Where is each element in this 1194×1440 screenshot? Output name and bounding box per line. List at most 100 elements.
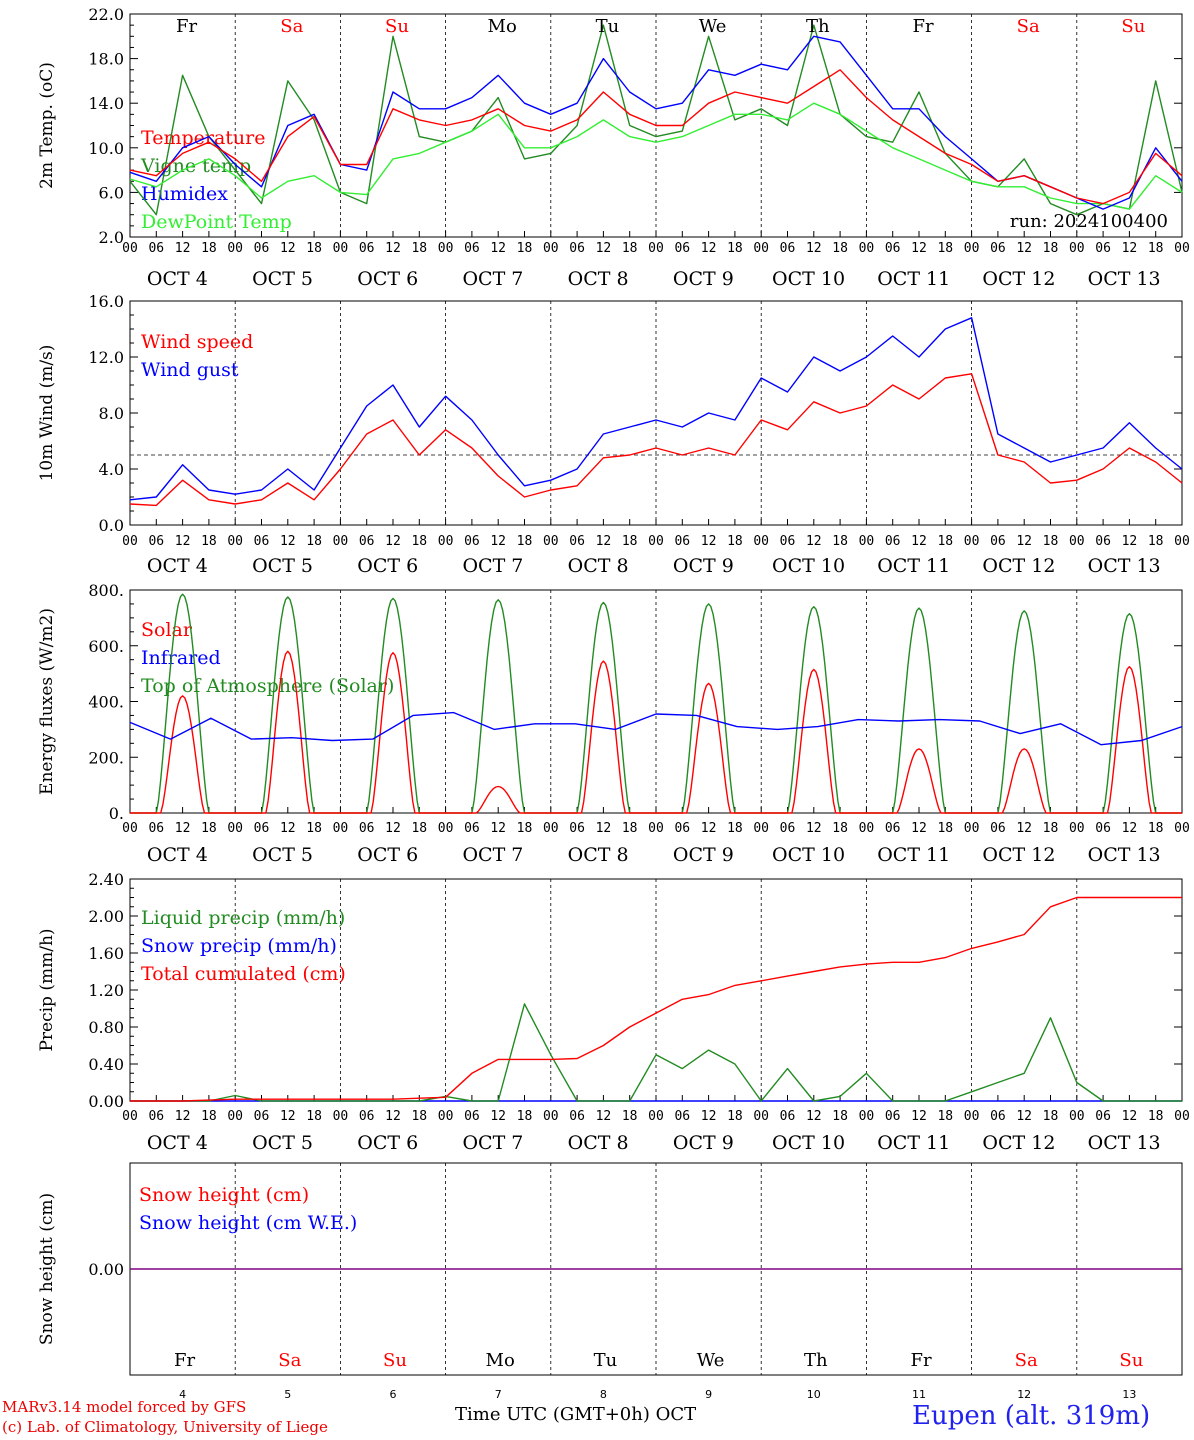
hour-tick-label: 18 — [937, 1109, 953, 1124]
hour-tick-label: 18 — [622, 241, 638, 256]
hour-tick-label: 18 — [937, 241, 953, 256]
panel-frame — [129, 300, 1183, 526]
hour-tick-label: 18 — [517, 1109, 533, 1124]
hour-tick-label: 12 — [385, 534, 401, 549]
y-axis-label: 10m Wind (m/s) — [37, 345, 57, 482]
hour-tick-label: 12 — [596, 821, 612, 836]
day-name: Sa — [1015, 1350, 1038, 1371]
hour-tick-label: 12 — [596, 1109, 612, 1124]
hour-tick-label: 18 — [306, 241, 322, 256]
hour-tick-label: 18 — [1043, 1109, 1059, 1124]
hour-tick-label: 06 — [569, 241, 585, 256]
hour-tick-label: 12 — [175, 241, 191, 256]
date-label: OCT 7 — [462, 844, 523, 866]
y-tick-label: 0.80 — [88, 1018, 124, 1037]
y-tick-label: 8.0 — [99, 404, 124, 423]
y-tick-label: 2.40 — [88, 870, 124, 889]
hour-tick-label: 18 — [1148, 241, 1164, 256]
hour-tick-label: 00 — [648, 534, 664, 549]
hour-tick-label: 18 — [832, 1109, 848, 1124]
day-name: Tu — [596, 16, 620, 37]
hour-tick-label: 06 — [674, 821, 690, 836]
hour-tick-label: 00 — [1174, 1109, 1190, 1124]
y-axis-label: 2m Temp. (oC) — [37, 62, 57, 189]
hour-tick-label: 00 — [543, 821, 559, 836]
date-label: OCT 9 — [673, 1132, 734, 1154]
hour-tick-label: 06 — [885, 241, 901, 256]
hour-tick-label: 06 — [148, 534, 164, 549]
hour-tick-label: 12 — [806, 1109, 822, 1124]
hour-tick-label: 00 — [227, 1109, 243, 1124]
legend-entry: Solar — [141, 619, 193, 641]
hour-tick-label: 06 — [1095, 241, 1111, 256]
day-number: 5 — [284, 1388, 291, 1401]
hour-tick-label: 18 — [306, 534, 322, 549]
temp-series-line — [129, 69, 1183, 205]
hour-tick-label: 06 — [885, 534, 901, 549]
hour-tick-label: 18 — [1043, 241, 1059, 256]
hour-tick-label: 18 — [411, 821, 427, 836]
date-label: OCT 5 — [252, 555, 313, 577]
hour-tick-label: 12 — [1122, 821, 1138, 836]
hour-tick-label: 06 — [254, 1109, 270, 1124]
hour-tick-label: 12 — [1016, 821, 1032, 836]
date-label: OCT 9 — [673, 844, 734, 866]
hour-tick-label: 12 — [490, 534, 506, 549]
hour-tick-label: 00 — [333, 534, 349, 549]
hour-tick-label: 12 — [280, 821, 296, 836]
date-label: OCT 12 — [982, 844, 1055, 866]
hour-tick-label: 06 — [464, 241, 480, 256]
legend-entry: Vigne temp — [140, 155, 251, 177]
day-name: Fr — [176, 16, 197, 37]
date-label: OCT 8 — [568, 1132, 629, 1154]
hour-tick-label: 12 — [701, 1109, 717, 1124]
hour-tick-label: 06 — [569, 1109, 585, 1124]
hour-tick-label: 12 — [596, 534, 612, 549]
hour-tick-label: 18 — [411, 241, 427, 256]
hour-tick-label: 12 — [596, 241, 612, 256]
hour-tick-label: 06 — [464, 534, 480, 549]
day-number: 10 — [807, 1388, 821, 1401]
hour-tick-label: 18 — [517, 821, 533, 836]
hour-tick-label: 18 — [937, 534, 953, 549]
hour-tick-label: 06 — [990, 821, 1006, 836]
hour-tick-label: 00 — [1174, 241, 1190, 256]
hour-tick-label: 00 — [1174, 534, 1190, 549]
hour-tick-label: 00 — [753, 821, 769, 836]
day-name: Th — [806, 16, 830, 37]
hour-tick-label: 18 — [727, 1109, 743, 1124]
x-axis-title: Time UTC (GMT+0h) OCT — [455, 1404, 697, 1425]
hour-tick-label: 12 — [175, 534, 191, 549]
hour-tick-label: 12 — [1016, 1109, 1032, 1124]
hour-tick-label: 06 — [1095, 821, 1111, 836]
hour-tick-label: 18 — [306, 821, 322, 836]
hour-tick-label: 00 — [227, 821, 243, 836]
hour-tick-label: 00 — [333, 821, 349, 836]
hour-tick-label: 06 — [1095, 1109, 1111, 1124]
hour-tick-label: 12 — [385, 1109, 401, 1124]
day-name: Su — [385, 16, 409, 37]
hour-tick-label: 18 — [1043, 821, 1059, 836]
hour-tick-label: 06 — [254, 241, 270, 256]
date-label: OCT 11 — [877, 555, 950, 577]
hour-tick-label: 18 — [622, 534, 638, 549]
location-title: Eupen (alt. 319m) — [912, 1401, 1151, 1431]
hour-tick-label: 18 — [411, 534, 427, 549]
date-label: OCT 6 — [357, 844, 418, 866]
hour-tick-label: 00 — [964, 534, 980, 549]
hour-tick-label: 18 — [622, 821, 638, 836]
hour-tick-label: 12 — [701, 241, 717, 256]
day-name: Fr — [910, 1350, 931, 1371]
legend-entry: DewPoint Temp — [141, 211, 292, 233]
hour-tick-label: 12 — [175, 821, 191, 836]
hour-tick-label: 00 — [648, 1109, 664, 1124]
day-name: Su — [1119, 1350, 1143, 1371]
y-tick-label: 200. — [88, 748, 124, 767]
date-label: OCT 11 — [877, 844, 950, 866]
hour-tick-label: 18 — [1043, 534, 1059, 549]
date-label: OCT 5 — [252, 1132, 313, 1154]
hour-tick-label: 06 — [148, 241, 164, 256]
legend-entry: Snow height (cm) — [139, 1184, 309, 1206]
hour-tick-label: 00 — [859, 1109, 875, 1124]
y-tick-label: 4.0 — [99, 460, 124, 479]
